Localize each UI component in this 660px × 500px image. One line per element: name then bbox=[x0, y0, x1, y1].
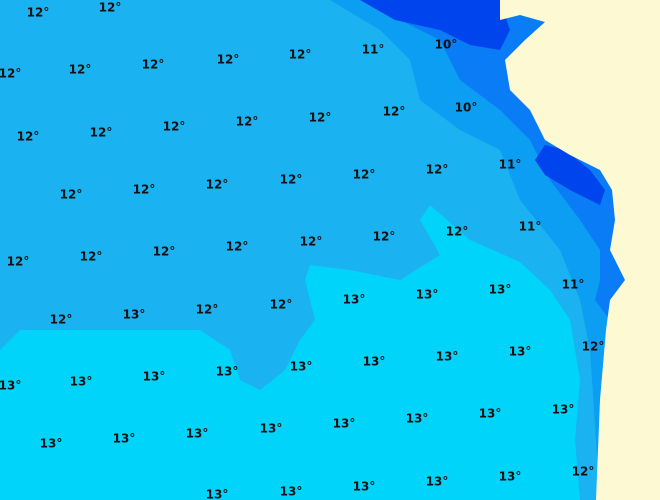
temperature-label: 12° bbox=[236, 115, 259, 129]
temperature-label: 12° bbox=[572, 465, 595, 479]
temperature-label: 12° bbox=[50, 313, 73, 327]
temperature-label: 12° bbox=[309, 111, 332, 125]
temperature-label: 13° bbox=[416, 288, 439, 302]
temperature-label: 12° bbox=[289, 48, 312, 62]
temperature-label: 12° bbox=[17, 130, 40, 144]
temperature-label: 12° bbox=[163, 120, 186, 134]
temperature-label: 13° bbox=[353, 480, 376, 494]
temperature-label: 12° bbox=[582, 340, 605, 354]
temperature-label: 12° bbox=[206, 178, 229, 192]
temperature-label: 12° bbox=[383, 105, 406, 119]
temperature-label: 12° bbox=[226, 240, 249, 254]
temperature-label: 13° bbox=[70, 375, 93, 389]
temperature-label: 13° bbox=[406, 412, 429, 426]
temperature-label: 11° bbox=[362, 43, 385, 57]
temperature-label: 10° bbox=[435, 38, 458, 52]
temperature-label: 13° bbox=[479, 407, 502, 421]
sea-zone-10 bbox=[360, 0, 510, 50]
temperature-label: 13° bbox=[343, 293, 366, 307]
sea-zone-13 bbox=[0, 205, 580, 500]
temperature-label: 13° bbox=[333, 417, 356, 431]
temperature-label: 12° bbox=[153, 245, 176, 259]
temperature-label: 12° bbox=[426, 163, 449, 177]
temperature-label: 12° bbox=[196, 303, 219, 317]
temperature-label: 10° bbox=[455, 101, 478, 115]
temperature-label: 13° bbox=[489, 283, 512, 297]
temperature-label: 12° bbox=[446, 225, 469, 239]
temperature-label: 12° bbox=[60, 188, 83, 202]
temperature-label: 13° bbox=[0, 379, 21, 393]
temperature-label: 13° bbox=[143, 370, 166, 384]
temperature-label: 12° bbox=[217, 53, 240, 67]
temperature-label: 11° bbox=[562, 278, 585, 292]
temperature-label: 13° bbox=[216, 365, 239, 379]
temperature-label: 13° bbox=[499, 470, 522, 484]
temperature-label: 13° bbox=[552, 403, 575, 417]
labels: 12° 12° 11° 10° 12° 12° 12° 12° 12° 10° … bbox=[0, 1, 604, 500]
temperature-label: 13° bbox=[186, 427, 209, 441]
temperature-label: 12° bbox=[300, 235, 323, 249]
temperature-label: 12° bbox=[280, 173, 303, 187]
sea-zone-10 bbox=[535, 145, 605, 205]
land bbox=[500, 0, 660, 500]
temperature-label: 13° bbox=[113, 432, 136, 446]
temperature-label: 13° bbox=[426, 475, 449, 489]
temperature-label: 12° bbox=[142, 58, 165, 72]
temperature-label: 11° bbox=[519, 220, 542, 234]
temperature-label: 12° bbox=[270, 298, 293, 312]
temperature-label: 13° bbox=[436, 350, 459, 364]
temperature-label: 13° bbox=[123, 308, 146, 322]
temperature-label: 13° bbox=[509, 345, 532, 359]
temperature-label: 11° bbox=[499, 158, 522, 172]
temperature-label: 12° bbox=[133, 183, 156, 197]
temperature-label: 12° bbox=[69, 63, 92, 77]
temperature-label: 12° bbox=[80, 250, 103, 264]
temperature-label: 13° bbox=[260, 422, 283, 436]
temperature-label: 12° bbox=[90, 126, 113, 140]
temperature-label: 12° bbox=[373, 230, 396, 244]
temperature-label: 12° bbox=[27, 6, 50, 20]
temperature-label: 12° bbox=[0, 67, 21, 81]
temperature-label: 12° bbox=[7, 255, 30, 269]
temperature-label: 12° bbox=[99, 1, 122, 15]
temperature-label: 12° bbox=[353, 168, 376, 182]
temperature-label: 13° bbox=[40, 437, 63, 451]
temperature-label: 13° bbox=[206, 488, 229, 500]
temperature-label: 13° bbox=[363, 355, 386, 369]
temperature-label: 13° bbox=[280, 485, 303, 499]
temperature-label: 13° bbox=[290, 360, 313, 374]
